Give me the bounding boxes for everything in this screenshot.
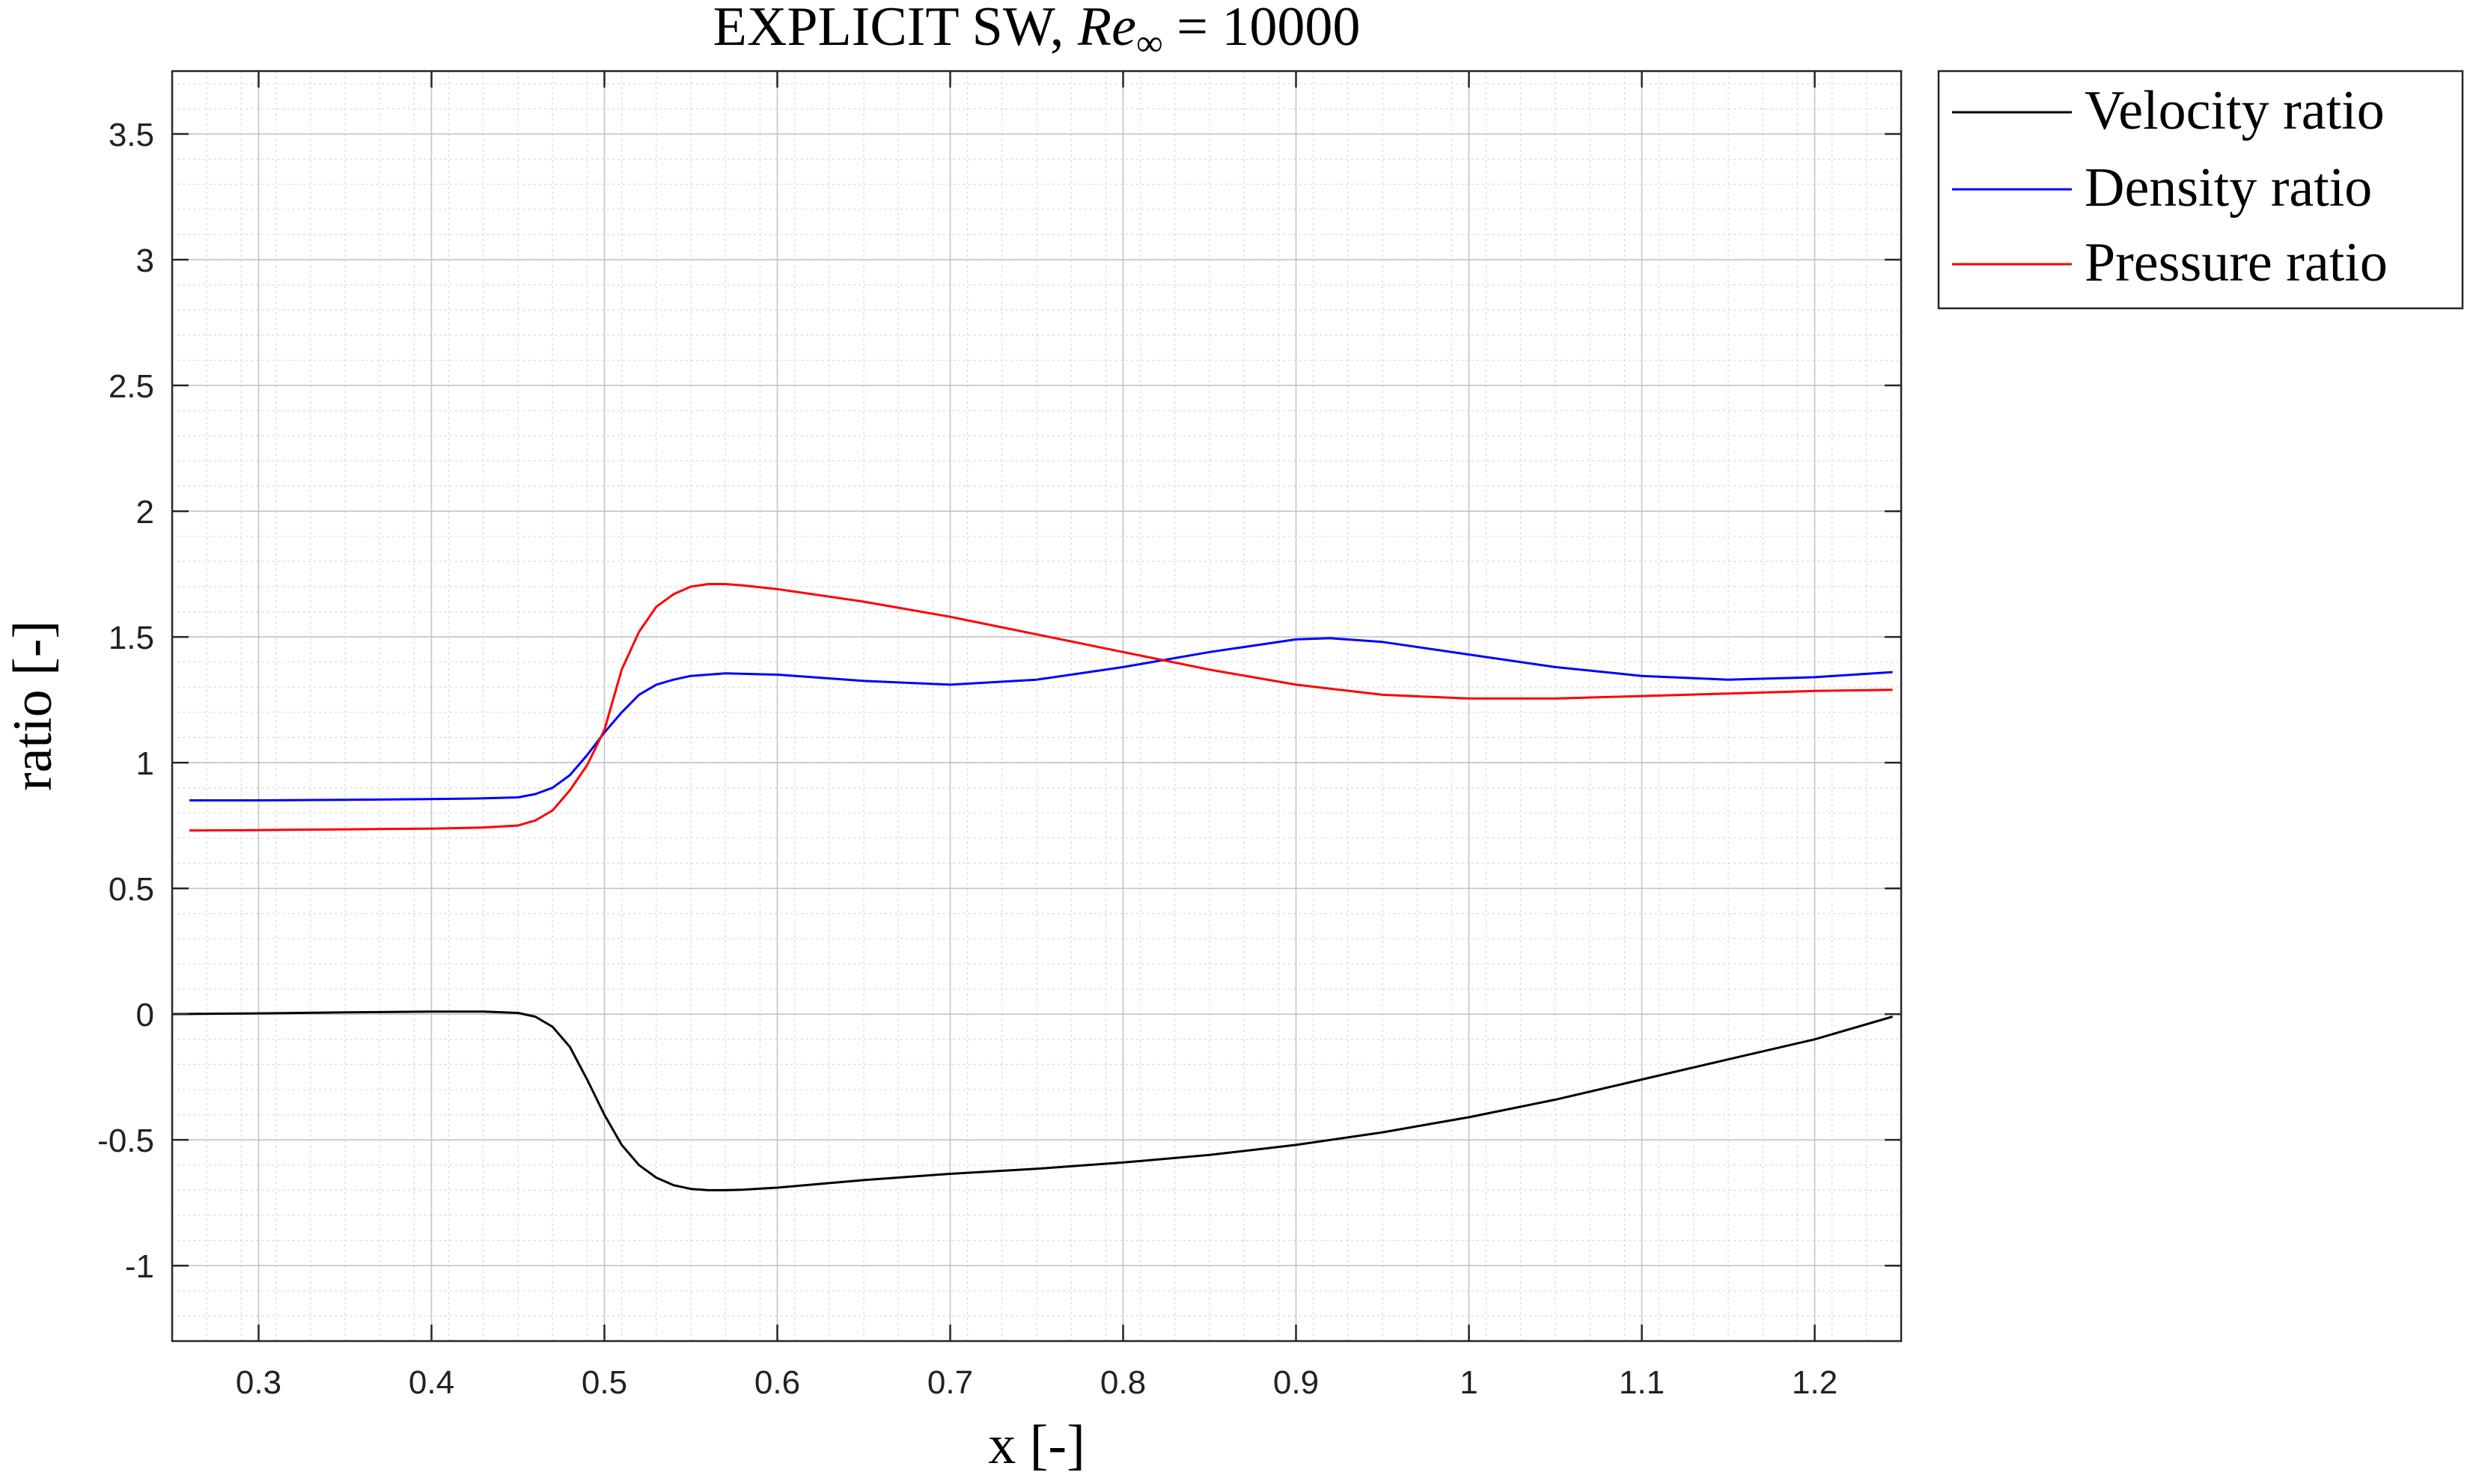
y-tick-label: 3.5 — [109, 117, 154, 153]
chart-title-variable: Re — [1077, 0, 1136, 58]
y-tick-label: 2 — [136, 494, 154, 531]
x-tick-label: 0.9 — [1273, 1364, 1319, 1401]
y-tick-label: 1.5 — [109, 620, 154, 656]
y-axis-label: ratio [-] — [2, 620, 64, 791]
series-line-pressure-ratio — [189, 583, 1893, 832]
series-line-density-ratio — [189, 637, 1893, 801]
major-grid — [172, 71, 1901, 1341]
x-tick-label: 1.1 — [1619, 1364, 1665, 1401]
y-tick-label: 0.5 — [109, 871, 154, 908]
plot-frame — [171, 70, 1903, 1343]
legend-label-density: Density ratio — [2085, 157, 2372, 219]
y-tick-label: 3 — [136, 242, 154, 279]
chart-title-suffix: = 10000 — [1163, 0, 1361, 58]
x-tick-label: 0.6 — [754, 1364, 800, 1401]
x-tick-label: 0.7 — [927, 1364, 973, 1401]
y-tick-label: 0 — [136, 997, 154, 1033]
y-tick-labels: -1 -0.5 0 0.5 1 1.5 2 2.5 3 3.5 — [97, 117, 154, 1285]
x-tick-labels: 0.3 0.4 0.5 0.6 0.7 0.8 0.9 1 1.1 1.2 — [236, 1364, 1838, 1401]
chart-title-subscript: ∞ — [1136, 22, 1163, 64]
legend-label-velocity: Velocity ratio — [2085, 80, 2385, 141]
chart-title: EXPLICIT SW, Re∞ = 10000 — [713, 0, 1361, 64]
x-tick-label: 1.2 — [1792, 1364, 1838, 1401]
legend-label-pressure: Pressure ratio — [2085, 232, 2388, 293]
y-tick-label: 2.5 — [109, 368, 154, 405]
series-lines — [171, 583, 1893, 1191]
x-tick-label: 0.4 — [409, 1364, 454, 1401]
x-tick-label: 1 — [1460, 1364, 1478, 1401]
y-tick-label: 1 — [136, 745, 154, 782]
x-axis-label: x [-] — [988, 1414, 1085, 1476]
series-line-velocity-ratio — [171, 1010, 1893, 1191]
y-tick-label: -0.5 — [97, 1123, 154, 1159]
chart-title-prefix: EXPLICIT SW, — [713, 0, 1078, 58]
x-tick-label: 0.5 — [582, 1364, 627, 1401]
x-tick-label: 0.3 — [236, 1364, 281, 1401]
y-tick-label: -1 — [125, 1248, 154, 1285]
legend: Velocity ratio Density ratio Pressure ra… — [1937, 70, 2464, 310]
tick-marks — [172, 71, 1901, 1341]
x-tick-label: 0.8 — [1100, 1364, 1146, 1401]
